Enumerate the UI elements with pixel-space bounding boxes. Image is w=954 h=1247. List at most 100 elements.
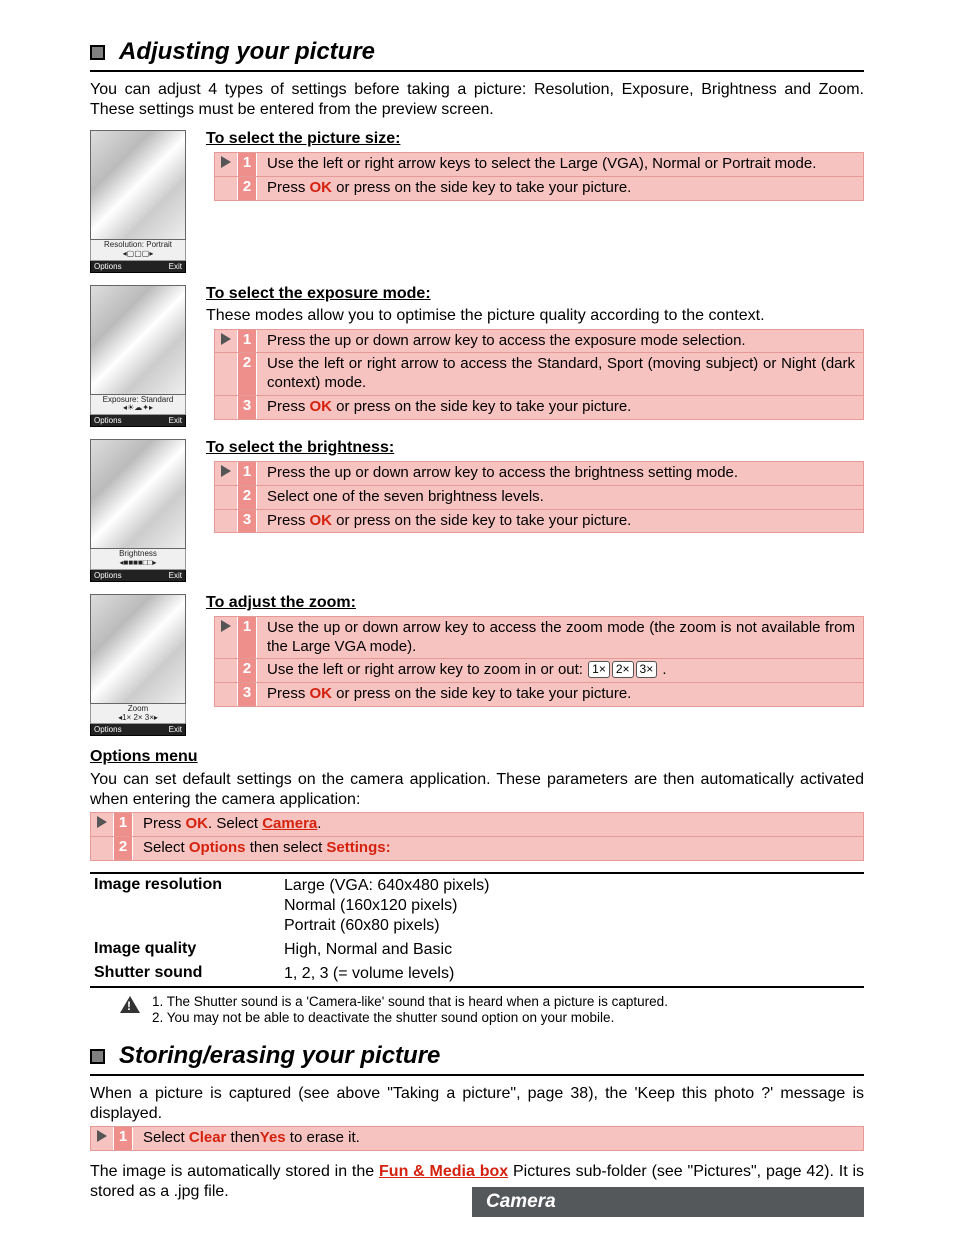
arrow-icon xyxy=(97,816,107,828)
step-number: 2 xyxy=(237,177,257,200)
softkey-exit: Exit xyxy=(169,416,182,425)
subheading-options: Options menu xyxy=(90,748,864,766)
steps-zoom: 1 Use the up or down arrow key to access… xyxy=(214,616,864,707)
steps-storing: 1 Select Clear thenYes to erase it. xyxy=(90,1126,864,1151)
thumb-softkeys: Options Exit xyxy=(90,261,186,273)
step-text: Use the left or right arrow key to zoom … xyxy=(257,659,863,682)
table-label: Image quality xyxy=(90,938,280,962)
table-value: 1, 2, 3 (= volume levels) xyxy=(280,962,864,986)
step-number: 1 xyxy=(237,462,257,485)
thumb-caption: Zoom◂1× 2× 3×▸ xyxy=(90,704,186,725)
step-row: 3 Press OK or press on the side key to t… xyxy=(214,682,864,707)
thumb-resolution: Resolution: Portrait◂▢▢▢▸ Options Exit xyxy=(90,130,186,273)
thumb-caption: Resolution: Portrait◂▢▢▢▸ xyxy=(90,240,186,261)
arrow-icon xyxy=(221,156,231,168)
step-number: 2 xyxy=(113,837,133,860)
section-title: Adjusting your picture xyxy=(119,38,375,66)
table-value: Large (VGA: 640x480 pixels) Normal (160x… xyxy=(280,874,864,938)
thumb-brightness: Brightness◂■■■■□□▸ Options Exit xyxy=(90,439,186,582)
thumb-image xyxy=(90,285,186,395)
row-picture-size: Resolution: Portrait◂▢▢▢▸ Options Exit T… xyxy=(90,130,864,273)
steps-brightness: 1 Press the up or down arrow key to acce… xyxy=(214,461,864,533)
options-intro: You can set default settings on the came… xyxy=(90,770,864,810)
step-row: 1 Press the up or down arrow key to acce… xyxy=(214,329,864,354)
step-number: 1 xyxy=(237,617,257,659)
thumb-exposure: Exposure: Standard◂☀☁✦▸ Options Exit xyxy=(90,285,186,428)
arrow-icon xyxy=(97,1130,107,1142)
step-number: 3 xyxy=(237,683,257,706)
step-row: 1 Press OK. Select Camera. xyxy=(90,812,864,837)
softkey-options: Options xyxy=(94,416,122,425)
arrow-icon xyxy=(221,620,231,632)
subheading-size: To select the picture size: xyxy=(206,130,864,148)
arrow-icon xyxy=(221,465,231,477)
section-intro: You can adjust 4 types of settings befor… xyxy=(90,80,864,120)
step-row: 3 Press OK or press on the side key to t… xyxy=(214,509,864,534)
section-bullet-icon xyxy=(90,1049,105,1064)
arrow-icon xyxy=(221,333,231,345)
step-number: 3 xyxy=(237,396,257,419)
table-label: Shutter sound xyxy=(90,962,280,986)
thumb-caption: Exposure: Standard◂☀☁✦▸ xyxy=(90,395,186,416)
thumb-caption: Brightness◂■■■■□□▸ xyxy=(90,549,186,570)
thumb-zoom: Zoom◂1× 2× 3×▸ Options Exit xyxy=(90,594,186,737)
note-block: 1. The Shutter sound is a 'Camera-like' … xyxy=(90,994,864,1026)
row-brightness: Brightness◂■■■■□□▸ Options Exit To selec… xyxy=(90,439,864,582)
footer-section-label: Camera xyxy=(472,1187,864,1217)
softkey-exit: Exit xyxy=(169,725,182,734)
steps-size: 1 Use the left or right arrow keys to se… xyxy=(214,152,864,201)
step-text: Use the up or down arrow key to access t… xyxy=(257,617,863,659)
step-text: Select Options then select Settings: xyxy=(133,837,863,860)
exposure-intro: These modes allow you to optimise the pi… xyxy=(206,307,864,325)
step-number: 2 xyxy=(237,486,257,509)
subheading-exposure: To select the exposure mode: xyxy=(206,285,864,303)
step-text: Press the up or down arrow key to access… xyxy=(257,462,863,485)
step-number: 1 xyxy=(113,1127,133,1150)
zoom-badge-3x: 3× xyxy=(636,661,658,678)
warning-icon xyxy=(120,996,140,1013)
zoom-badge-2x: 2× xyxy=(612,661,634,678)
table-row: Image resolution Large (VGA: 640x480 pix… xyxy=(90,874,864,938)
step-text: Press OK or press on the side key to tak… xyxy=(257,177,863,200)
step-number: 1 xyxy=(237,153,257,176)
step-number: 1 xyxy=(113,813,133,836)
step-number: 3 xyxy=(237,510,257,533)
section-adjusting-header: Adjusting your picture xyxy=(90,38,864,72)
notes-text: 1. The Shutter sound is a 'Camera-like' … xyxy=(152,994,668,1026)
step-row: 1 Use the up or down arrow key to access… xyxy=(214,616,864,660)
section-title: Storing/erasing your picture xyxy=(119,1042,440,1070)
step-text: Use the left or right arrow keys to sele… xyxy=(257,153,863,176)
thumb-softkeys: Options Exit xyxy=(90,570,186,582)
manual-page: Adjusting your picture You can adjust 4 … xyxy=(0,0,954,1247)
storing-intro: When a picture is captured (see above "T… xyxy=(90,1084,864,1124)
table-label: Image resolution xyxy=(90,874,280,938)
steps-options: 1 Press OK. Select Camera. 2 Select Opti… xyxy=(90,812,864,861)
step-row: 2 Use the left or right arrow key to zoo… xyxy=(214,658,864,683)
table-row: Image quality High, Normal and Basic xyxy=(90,938,864,962)
thumb-image xyxy=(90,594,186,704)
table-row: Shutter sound 1, 2, 3 (= volume levels) xyxy=(90,962,864,986)
steps-exposure: 1 Press the up or down arrow key to acce… xyxy=(214,329,864,420)
thumb-image xyxy=(90,130,186,240)
step-row: 1 Press the up or down arrow key to acce… xyxy=(214,461,864,486)
step-row: 2 Use the left or right arrow to access … xyxy=(214,352,864,396)
settings-table: Image resolution Large (VGA: 640x480 pix… xyxy=(90,872,864,988)
step-text: Press OK or press on the side key to tak… xyxy=(257,510,863,533)
step-text: Use the left or right arrow to access th… xyxy=(257,353,863,395)
step-text: Select one of the seven brightness level… xyxy=(257,486,863,509)
step-text: Press the up or down arrow key to access… xyxy=(257,330,863,353)
thumb-softkeys: Options Exit xyxy=(90,724,186,736)
zoom-badge-1x: 1× xyxy=(588,661,610,678)
row-exposure: Exposure: Standard◂☀☁✦▸ Options Exit To … xyxy=(90,285,864,428)
softkey-exit: Exit xyxy=(169,262,182,271)
step-text: Press OK or press on the side key to tak… xyxy=(257,683,863,706)
step-text: Select Clear thenYes to erase it. xyxy=(133,1127,863,1150)
thumb-image xyxy=(90,439,186,549)
section-storing-header: Storing/erasing your picture xyxy=(90,1042,864,1076)
step-number: 2 xyxy=(237,659,257,682)
step-number: 2 xyxy=(237,353,257,395)
thumb-softkeys: Options Exit xyxy=(90,415,186,427)
step-number: 1 xyxy=(237,330,257,353)
step-row: 3 Press OK or press on the side key to t… xyxy=(214,395,864,420)
row-zoom: Zoom◂1× 2× 3×▸ Options Exit To adjust th… xyxy=(90,594,864,737)
